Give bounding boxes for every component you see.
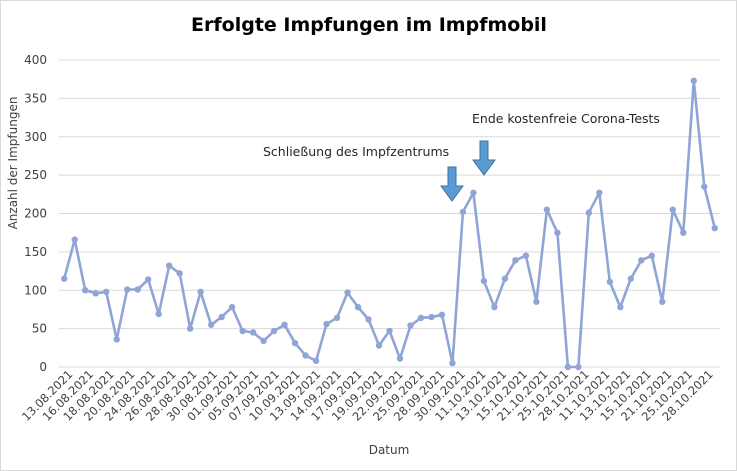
data-point xyxy=(92,290,99,297)
y-tick-label: 400 xyxy=(24,53,47,67)
data-point xyxy=(648,252,656,259)
data-point xyxy=(82,287,89,294)
down-arrow-icon xyxy=(472,140,496,176)
y-axis-label: Anzahl der Impfungen xyxy=(6,97,20,230)
y-tick-label: 350 xyxy=(24,91,47,105)
data-point xyxy=(669,206,676,213)
data-point xyxy=(61,275,68,282)
data-point xyxy=(291,340,299,347)
data-point xyxy=(354,303,362,311)
data-point xyxy=(270,327,278,335)
y-tick-label: 250 xyxy=(24,168,47,182)
data-point xyxy=(606,278,614,286)
data-point xyxy=(249,329,257,336)
data-point xyxy=(438,311,446,319)
data-point xyxy=(543,206,551,213)
data-point xyxy=(596,189,603,196)
down-arrow-icon xyxy=(440,166,464,202)
y-tick-label: 50 xyxy=(32,322,47,336)
data-point xyxy=(228,303,236,311)
annotation-corona-tests: Ende kostenfreie Corona-Tests xyxy=(472,111,660,126)
data-point xyxy=(417,314,425,322)
data-point xyxy=(564,363,572,371)
y-axis-ticks: 0 50 100 150 200 250 300 350 400 xyxy=(24,53,47,374)
data-point xyxy=(333,314,341,322)
data-point xyxy=(386,327,393,335)
data-point xyxy=(134,286,141,293)
y-tick-label: 100 xyxy=(24,283,47,297)
y-tick-label: 300 xyxy=(24,130,47,144)
data-point xyxy=(554,229,561,236)
data-point xyxy=(617,303,624,311)
data-point xyxy=(428,313,435,321)
data-point xyxy=(375,342,383,349)
data-point xyxy=(470,189,477,196)
data-point xyxy=(123,286,131,293)
chart-title: Erfolgte Impfungen im Impfmobil xyxy=(191,14,547,36)
data-point xyxy=(575,363,582,371)
data-point xyxy=(449,359,456,367)
data-points xyxy=(61,77,718,371)
grid xyxy=(59,59,720,368)
data-point xyxy=(165,262,173,269)
data-point xyxy=(491,303,498,311)
data-point xyxy=(103,288,110,295)
data-point xyxy=(690,77,697,84)
x-axis-ticks: 13.08.202116.08.202118.08.202120.08.2021… xyxy=(19,367,716,423)
y-tick-label: 150 xyxy=(24,245,47,259)
data-point xyxy=(197,288,204,295)
data-point xyxy=(312,357,320,365)
data-point xyxy=(533,298,540,305)
data-point xyxy=(501,275,509,282)
data-point xyxy=(659,298,666,305)
data-point xyxy=(407,322,414,329)
data-point xyxy=(638,257,645,264)
data-point xyxy=(176,270,183,277)
data-point xyxy=(281,321,288,328)
y-tick-label: 200 xyxy=(24,207,47,221)
data-point xyxy=(711,224,718,232)
y-tick-label: 0 xyxy=(39,360,47,374)
data-point xyxy=(627,275,635,282)
data-point xyxy=(344,289,351,296)
data-point xyxy=(302,352,309,359)
data-point xyxy=(239,327,246,335)
data-point xyxy=(260,337,267,345)
data-point xyxy=(113,336,120,343)
annotation-impfzentrum: Schließung des Impfzentrums xyxy=(263,144,449,159)
data-point xyxy=(323,320,330,328)
data-point xyxy=(186,325,194,332)
data-point xyxy=(701,183,708,190)
data-point xyxy=(680,229,687,236)
data-point xyxy=(144,276,152,283)
x-axis-label: Datum xyxy=(369,443,410,457)
data-point xyxy=(396,355,404,362)
data-point xyxy=(365,316,372,323)
data-point xyxy=(218,313,225,321)
data-point xyxy=(459,208,467,216)
data-point xyxy=(480,277,488,285)
data-point xyxy=(522,252,530,259)
data-point xyxy=(207,321,215,328)
data-point xyxy=(155,310,162,318)
data-point xyxy=(512,257,519,264)
data-point xyxy=(71,236,78,243)
data-point xyxy=(585,209,593,216)
